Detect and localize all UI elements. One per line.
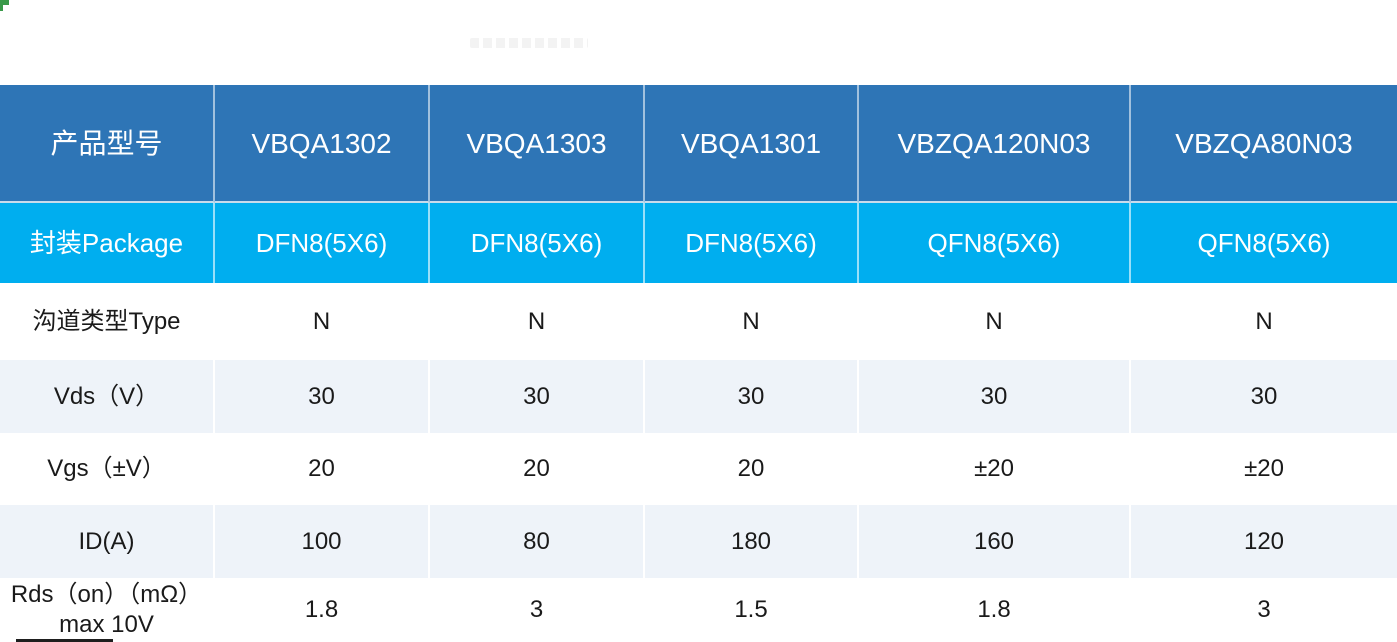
value-cell: N	[859, 283, 1131, 360]
header-product-cell: VBQA1302	[215, 85, 430, 203]
value-cell: N	[645, 283, 859, 360]
value-cell: 30	[215, 360, 430, 433]
value-cell: 1.8	[859, 578, 1131, 642]
header-product-cell: VBQA1303	[430, 85, 645, 203]
value-cell: 30	[1131, 360, 1397, 433]
row-label-cell: 封装Package	[0, 203, 215, 283]
row-label-cell: Rds（on）（mΩ）max 10V	[0, 578, 215, 642]
header-product-cell: VBZQA120N03	[859, 85, 1131, 203]
value-cell: 180	[645, 505, 859, 578]
value-cell: 20	[215, 433, 430, 505]
value-cell: DFN8(5X6)	[215, 203, 430, 283]
value-cell: 80	[430, 505, 645, 578]
value-cell: N	[215, 283, 430, 360]
value-cell: 3	[1131, 578, 1397, 642]
value-cell: 1.5	[645, 578, 859, 642]
value-cell: N	[430, 283, 645, 360]
value-cell: 160	[859, 505, 1131, 578]
value-cell: DFN8(5X6)	[645, 203, 859, 283]
value-cell: 20	[430, 433, 645, 505]
row-label-cell: ID(A)	[0, 505, 215, 578]
value-cell: 100	[215, 505, 430, 578]
value-cell: 30	[645, 360, 859, 433]
value-cell: N	[1131, 283, 1397, 360]
value-cell: 3	[430, 578, 645, 642]
value-cell: ±20	[859, 433, 1131, 505]
header-product-cell: VBZQA80N03	[1131, 85, 1397, 203]
clipped-next-row-text	[16, 639, 113, 642]
value-cell: 30	[430, 360, 645, 433]
value-cell: QFN8(5X6)	[859, 203, 1131, 283]
value-cell: 120	[1131, 505, 1397, 578]
faint-watermark	[470, 38, 588, 48]
value-cell: 20	[645, 433, 859, 505]
green-corner-mark	[0, 0, 9, 11]
value-cell: QFN8(5X6)	[1131, 203, 1397, 283]
value-cell: 1.8	[215, 578, 430, 642]
spec-table: 产品型号 VBQA1302 VBQA1303 VBQA1301 VBZQA120N03 V…	[0, 85, 1397, 642]
row-label-cell: 沟道类型Type	[0, 283, 215, 360]
value-cell: ±20	[1131, 433, 1397, 505]
row-label-cell: Vds（V）	[0, 360, 215, 433]
value-cell: DFN8(5X6)	[430, 203, 645, 283]
row-label-cell: Vgs（±V）	[0, 433, 215, 505]
value-cell: 30	[859, 360, 1131, 433]
header-label-cell: 产品型号	[0, 85, 215, 203]
header-product-cell: VBQA1301	[645, 85, 859, 203]
